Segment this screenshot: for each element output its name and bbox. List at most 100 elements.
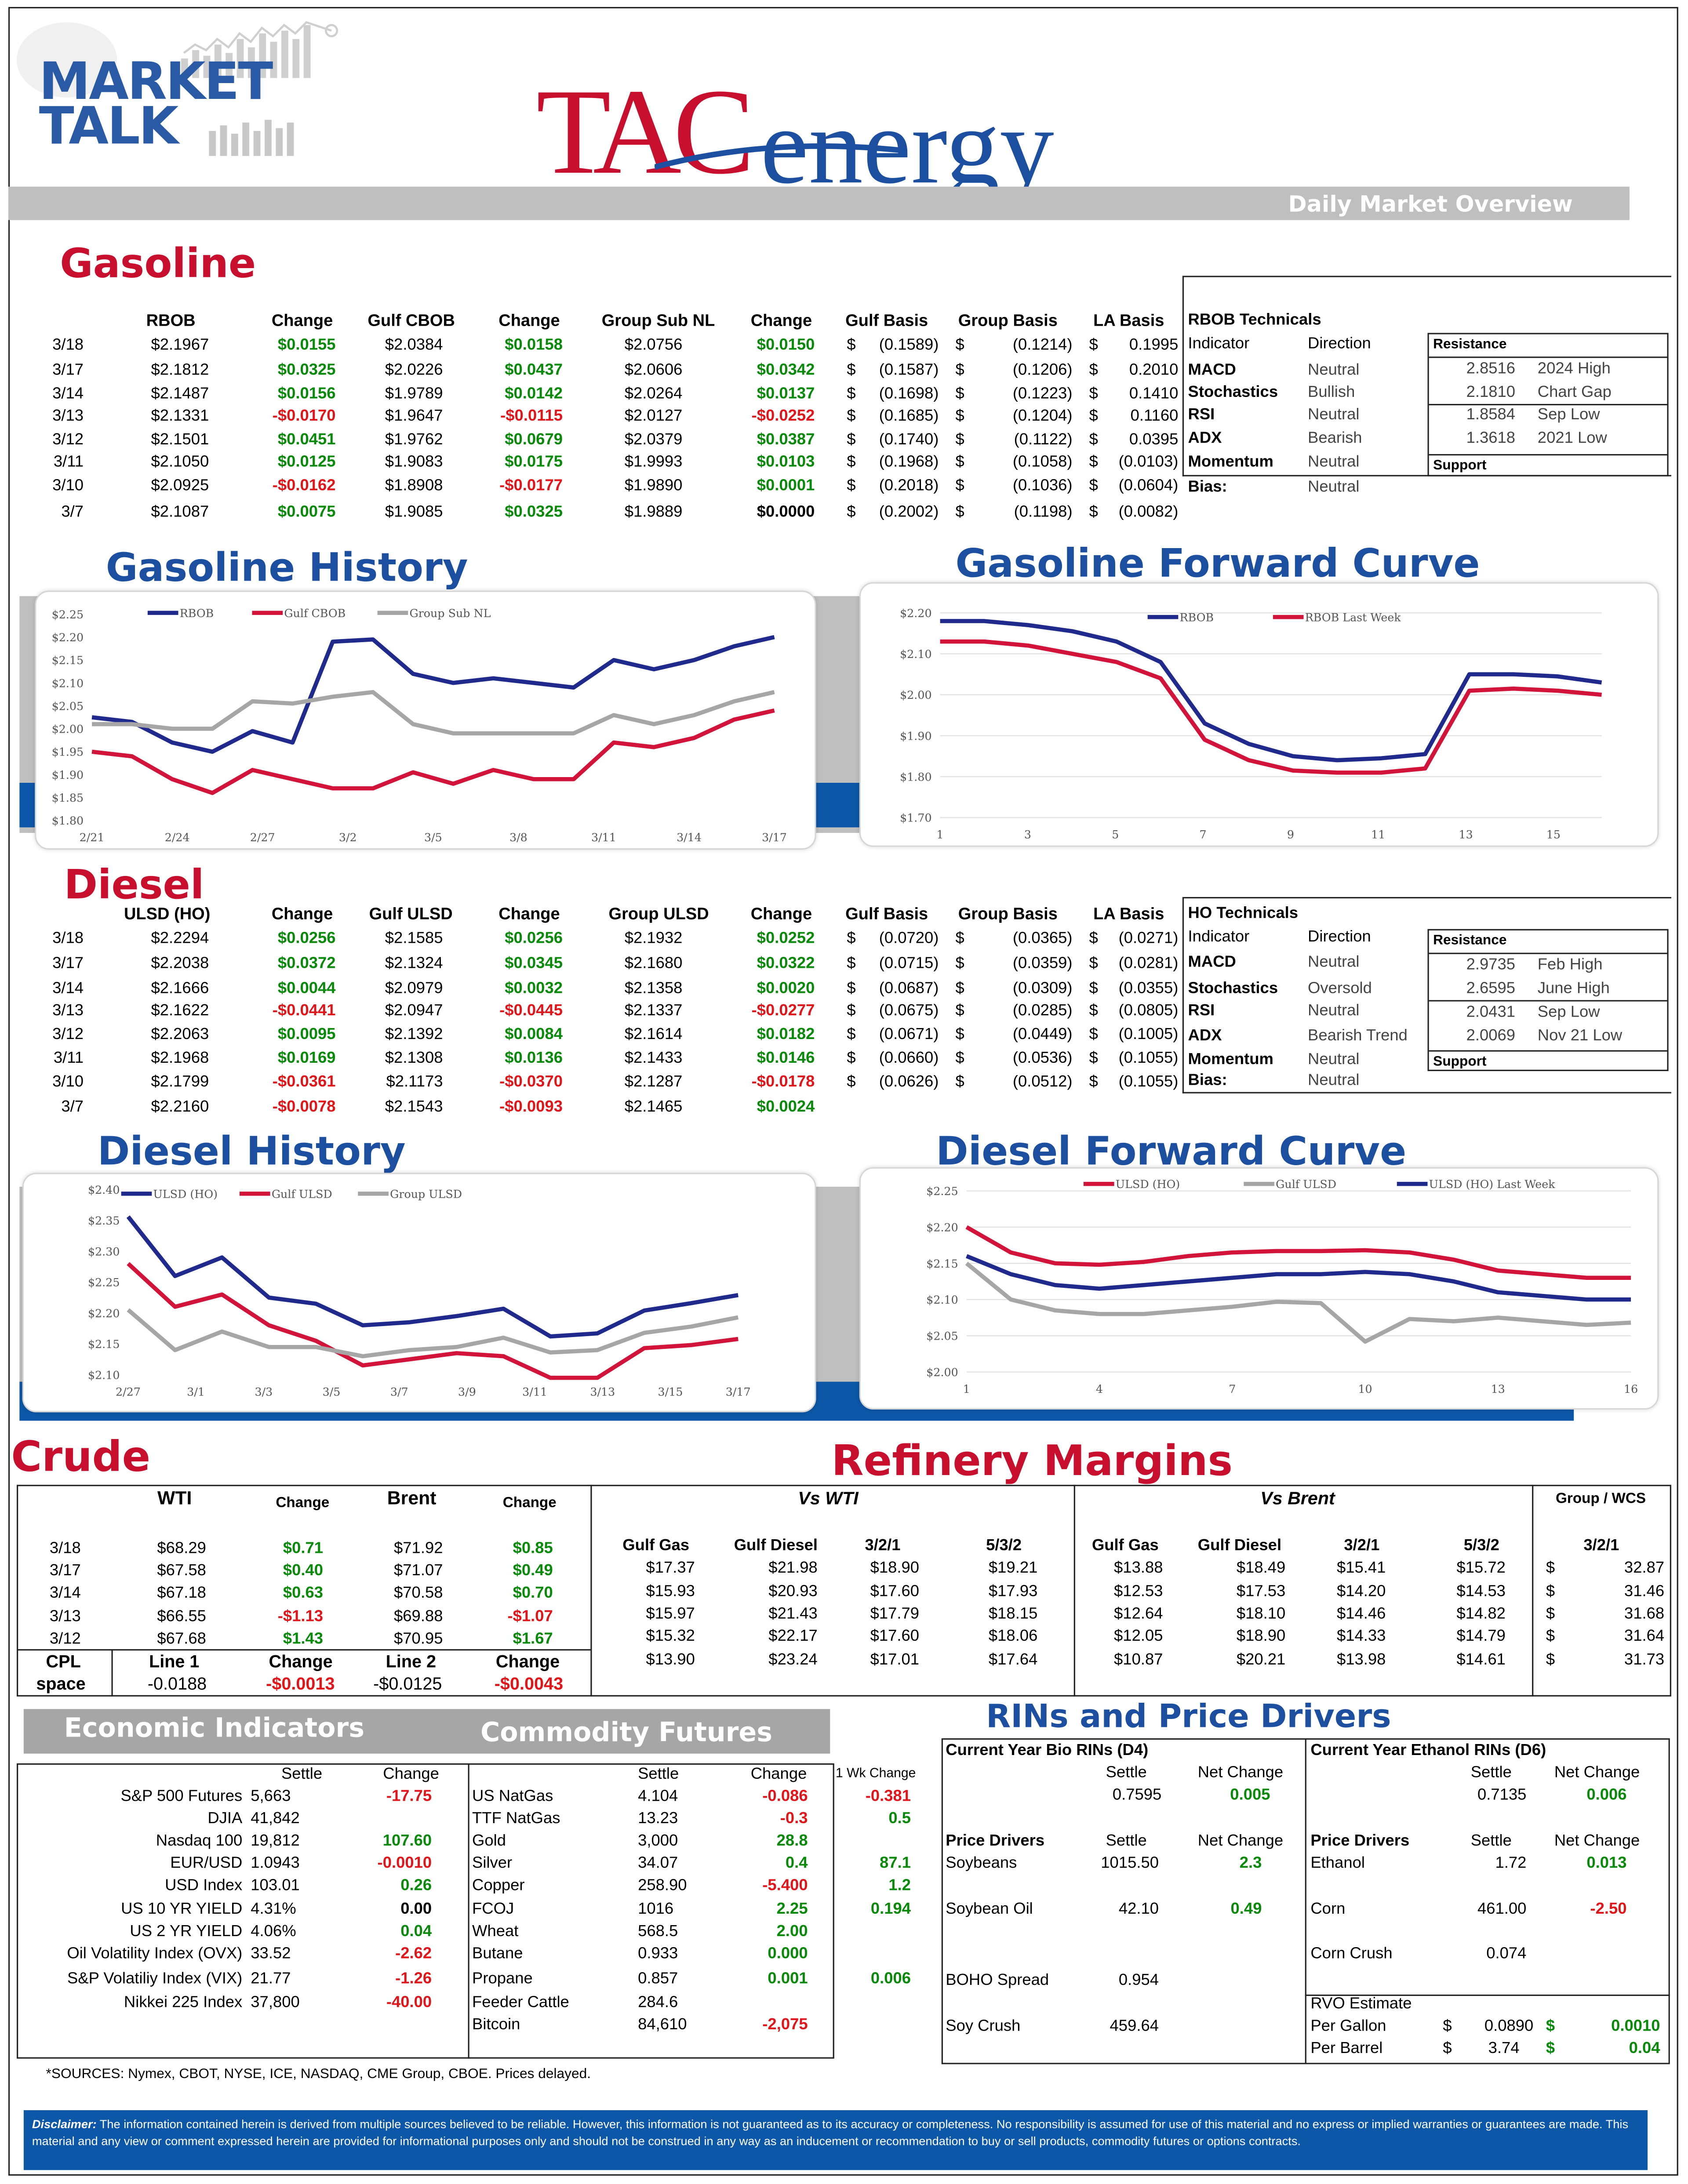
level-label: 2024 High [1537,360,1611,378]
row-la-basis: (0.0082) [1118,504,1179,521]
wcs-value: 31.46 [1624,1584,1665,1601]
y-tick-label: $1.90 [52,768,84,781]
commod-name: Copper [472,1877,525,1894]
rins-table: Current Year Bio RINs (D4) Current Year E… [942,1738,1670,2064]
col-change-2: Change [498,904,560,924]
pd-left-name: Soy Crush [946,2018,1021,2035]
tech-title: RBOB Technicals [1188,312,1321,329]
row-gulf-basis: (0.2018) [879,477,939,494]
x-tick-label: 11 [1371,828,1385,841]
commod-settle: 4.104 [638,1788,678,1806]
wti-col-header: 3/2/1 [865,1537,901,1555]
d6-header: Current Year Ethanol RINs (D6) [1310,1742,1546,1759]
col-la-basis: LA Basis [1093,904,1164,924]
econ-change: -1.26 [395,1971,432,1988]
econ-settle: 4.06% [251,1923,296,1941]
row-group: $2.1358 [624,980,683,998]
econ-title: Economic Indicators [64,1713,365,1744]
row-group-basis: (0.1204) [1012,408,1073,425]
pd-right-settle: 1.72 [1495,1855,1527,1872]
row-gulf: $2.0384 [385,337,443,354]
row-group: $2.1932 [624,930,683,947]
wti-col-header: Gulf Gas [622,1537,690,1555]
commod-wk-h: 1 Wk Change [835,1766,916,1782]
row-gulf-basis: (0.1587) [879,362,939,379]
level-value: 1.3618 [1466,430,1516,447]
row-group-basis: (0.0359) [1012,955,1073,972]
bar-graphic-icon [181,21,338,78]
econ-change-h: Change [383,1766,439,1783]
dollar-sign: $ [847,1026,856,1043]
row-change: $0.0325 [277,362,336,379]
y-tick-label: $1.80 [52,814,84,827]
level-value: 2.9735 [1466,957,1516,974]
wti-margin-value: $21.98 [768,1560,818,1577]
row-group: $2.1465 [624,1099,683,1116]
row-date: 3/11 [53,454,84,471]
row-brent-change: $0.49 [513,1563,553,1580]
wti-margin-value: $17.60 [870,1584,920,1601]
y-tick-label: $2.25 [88,1276,120,1289]
x-tick-label: 3/17 [762,831,787,844]
gasoline-history-chart: $1.80 $1.85 $1.90 $1.95 $2.00 $2.05 $2.10 $2.15… [52,607,787,844]
dollar-sign: $ [1089,1003,1098,1020]
commod-name: TTF NatGas [472,1810,560,1828]
commod-week-change: -0.381 [865,1788,911,1806]
row-brent: $70.95 [394,1631,443,1648]
x-tick-label: 3/5 [424,831,442,844]
rins-title: RINs and Price Drivers [986,1699,1391,1736]
row-gulf-basis: (0.0675) [879,1003,939,1020]
row-date: 3/12 [52,1026,84,1043]
support-row: Support [1429,1050,1667,1074]
econ-commod-box [17,1763,834,2059]
brent-col-header: Gulf Diesel [1197,1537,1282,1555]
brent-margin-value: $14.46 [1336,1606,1386,1623]
x-tick-label: 3/3 [255,1385,273,1398]
crude-title: Crude [11,1433,151,1482]
dollar-sign: $ [955,337,964,354]
commod-name: Gold [472,1833,506,1850]
brent-col-header: 3/2/1 [1344,1537,1380,1555]
commod-change: -0.086 [762,1788,808,1806]
wti-margin-value: $20.93 [768,1584,818,1601]
row-gulf-basis: (0.0660) [879,1050,939,1067]
col-group-sub: Group Sub NL [601,310,715,331]
x-tick-label: 1 [937,828,944,841]
per-gallon-label: Per Gallon [1310,2018,1386,2035]
vs-wti-label: Vs WTI [798,1487,859,1509]
row-price: $2.2063 [151,1026,209,1043]
col-wti-change: Change [276,1494,330,1512]
dollar-sign: $ [1089,337,1098,354]
gasoline-table: RBOB Change Gulf CBOB Change Group Sub N… [0,309,1184,532]
row-change: $0.0125 [277,454,336,471]
commod-week-change: 87.1 [880,1855,911,1872]
pd-right-change: 0.013 [1586,1855,1627,1872]
tech-indicator-dir: Neutral [1308,362,1360,379]
row-gulf-basis: (0.1685) [879,408,939,425]
dollar-sign: $ [955,385,964,403]
econ-change: 107.60 [382,1833,432,1850]
commod-name: US NatGas [472,1788,553,1806]
tech-indicator-h: Indicator [1188,929,1250,946]
row-change: -$0.0178 [751,1074,815,1091]
row-wti-change: $0.63 [283,1585,324,1602]
commod-settle: 3,000 [638,1833,678,1850]
row-change: -$0.0177 [499,477,563,494]
dollar-sign: $ [955,980,964,998]
col-gulf-basis: Gulf Basis [845,310,928,331]
row-price: $2.1812 [151,362,209,379]
row-change: $0.0256 [505,930,563,947]
dollar-sign: $ [955,930,964,947]
wti-margin-value: $17.60 [870,1628,920,1645]
commod-settle-h: Settle [638,1766,679,1783]
wcs-col-header: 3/2/1 [1583,1537,1619,1555]
row-brent-change: -$1.07 [507,1609,553,1626]
row-group-basis: (0.1206) [1012,362,1073,379]
levels-box: Resistance 2.9735 Feb High 2.6595 June High 2… [1427,929,1669,1074]
econ-name: US 10 YR YIELD [121,1901,243,1918]
row-date: 3/10 [52,477,84,494]
row-change: -$0.0170 [272,408,336,425]
crude-table: WTI Change Brent Change 3/18 $68.29 $0.71 $… [0,1487,592,1696]
commod-title: Commodity Futures [480,1717,773,1748]
cpl-label: CPL [46,1652,81,1672]
